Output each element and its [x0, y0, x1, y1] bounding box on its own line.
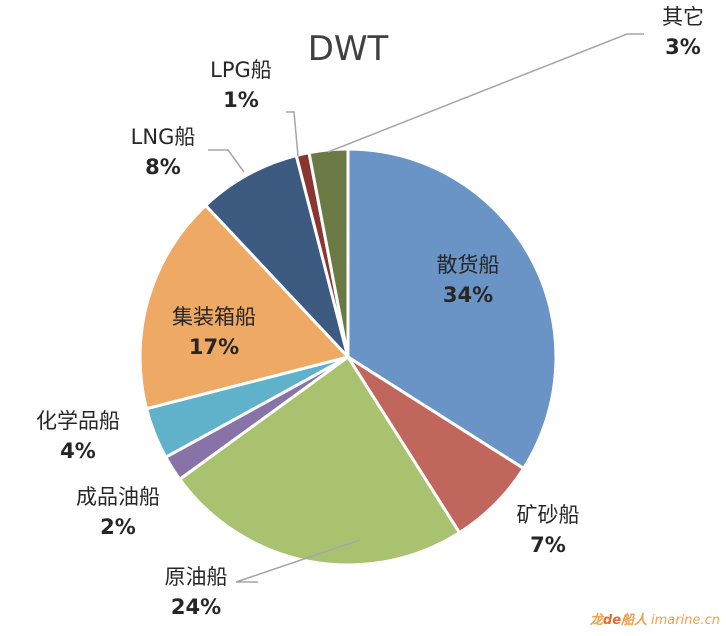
watermark-brand-1: 龙 [589, 613, 603, 628]
pie-slice-6 [204, 154, 350, 359]
slice-label-pct-0: 34% [443, 283, 493, 307]
chart-title: DWT [308, 29, 389, 69]
watermark-site: imarine.cn [651, 613, 720, 628]
slice-labels: 散货船 34% 矿砂船 7% 原油船 24% 成品油船 2% 化学品船 4% 集装箱船 17% LNG船… [36, 5, 704, 619]
slice-label-name-6: LNG船 [131, 125, 196, 149]
slice-label-pct-8: 3% [665, 35, 701, 59]
leader-line-2 [235, 539, 361, 583]
watermark-brand-2: de [602, 613, 622, 628]
leader-line-7 [286, 111, 299, 157]
slice-label-name-8: 其它 [662, 5, 704, 29]
leader-line-8 [327, 33, 644, 153]
slice-label-name-0: 散货船 [437, 253, 500, 277]
slice-label-pct-6: 8% [145, 155, 181, 179]
slice-label-name-3: 成品油船 [76, 485, 160, 509]
site-watermark: 龙de船人 imarine.cn [590, 609, 720, 628]
slice-label-name-4: 化学品船 [36, 409, 120, 433]
leader-lines [208, 33, 644, 583]
slice-label-name-7: LPG船 [210, 58, 272, 82]
watermark-brand-3: 船人 [621, 613, 648, 628]
slice-label-pct-7: 1% [223, 88, 259, 112]
pie-slice-2 [178, 355, 461, 567]
pie-slices [138, 147, 558, 567]
slice-label-pct-2: 24% [171, 595, 221, 619]
slice-label-name-1: 矿砂船 [517, 503, 580, 527]
slice-label-name-2: 原油船 [165, 565, 228, 589]
slice-label-pct-1: 7% [530, 533, 566, 557]
slice-label-pct-5: 17% [189, 335, 239, 359]
slice-label-pct-3: 2% [100, 515, 136, 539]
slice-label-pct-4: 4% [60, 439, 96, 463]
leader-line-6 [208, 149, 245, 173]
pie-slice-8 [307, 147, 350, 359]
slice-label-name-5: 集装箱船 [172, 305, 256, 329]
pie-slice-5 [138, 203, 350, 411]
